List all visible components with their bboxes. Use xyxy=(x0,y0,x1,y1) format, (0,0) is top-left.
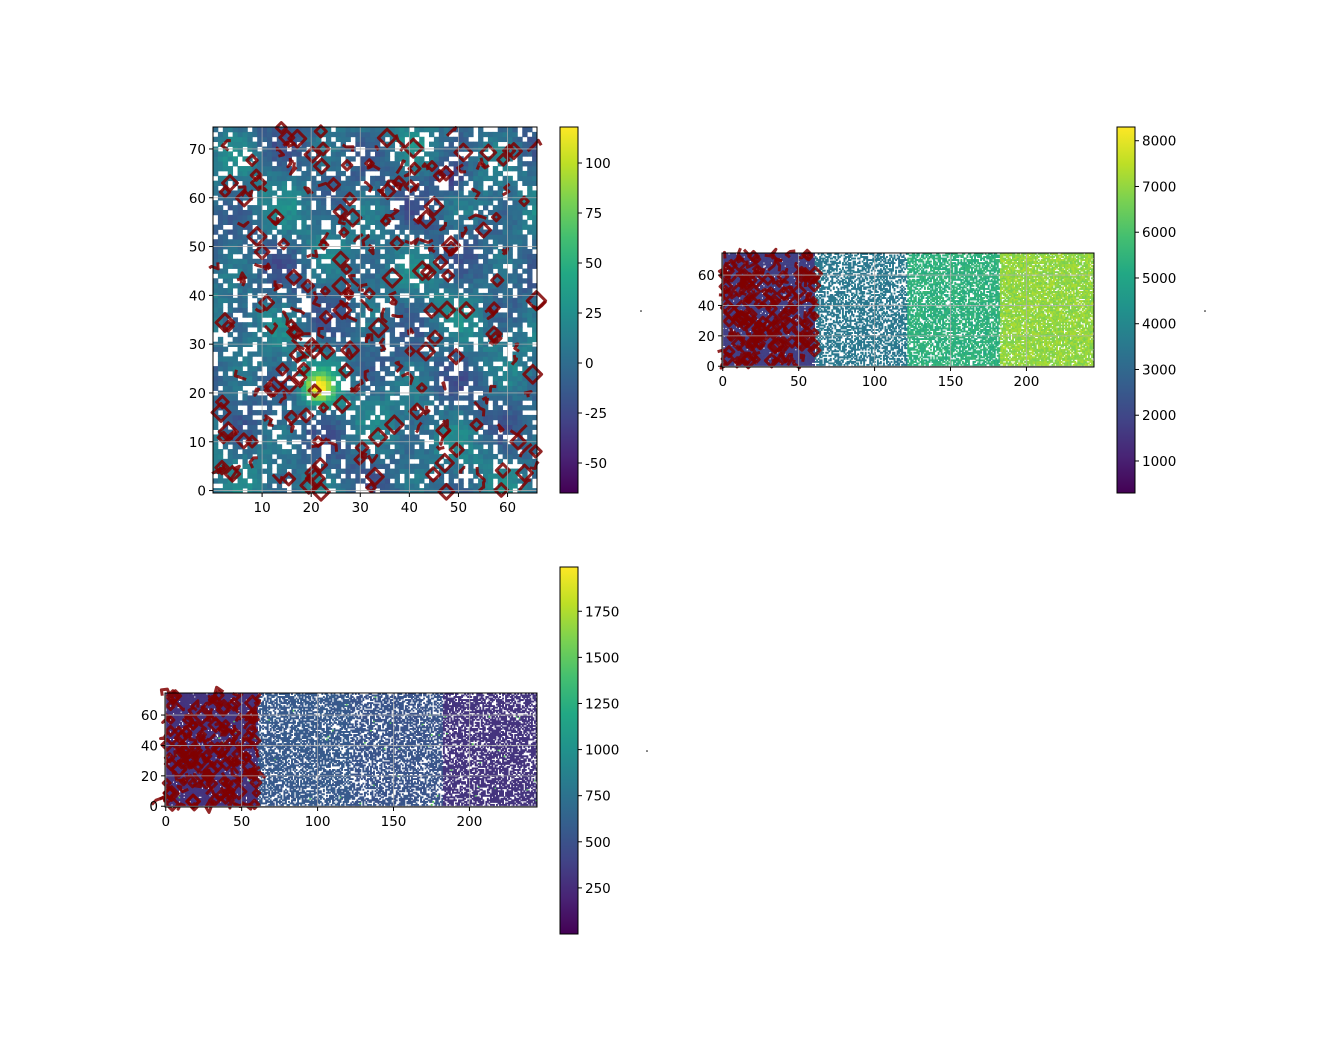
y-tick-label: 50 xyxy=(189,240,206,256)
y-tick-label: 40 xyxy=(698,298,715,314)
x-tick-label: 150 xyxy=(381,814,407,830)
colorbar-tick-label: 250 xyxy=(585,881,611,897)
colorbar-tick-label: -25 xyxy=(585,406,607,422)
y-tick-label: 60 xyxy=(698,268,715,284)
x-tick-label: 50 xyxy=(790,374,807,390)
x-tick-label: 50 xyxy=(233,814,250,830)
x-tick-label: 30 xyxy=(352,500,369,516)
x-tick-label: 40 xyxy=(401,500,418,516)
colorbar-tick-label: 750 xyxy=(585,789,611,805)
colorbar-tick-label: 1000 xyxy=(1142,454,1176,470)
colorbar-tick-label: 3000 xyxy=(1142,362,1176,378)
x-tick-label: 100 xyxy=(305,814,331,830)
x-tick-label: 150 xyxy=(938,374,964,390)
x-tick-label: 10 xyxy=(253,500,270,516)
stray-point-2 xyxy=(1204,310,1206,312)
y-tick-label: 40 xyxy=(189,288,206,304)
colorbar-tick-label: 1750 xyxy=(585,604,619,620)
colorbar-tick-label: 75 xyxy=(585,206,602,222)
y-tick-label: 30 xyxy=(189,337,206,353)
colorbar-tick-label: 8000 xyxy=(1142,134,1176,150)
x-tick-label: 50 xyxy=(450,500,467,516)
colorbar-tick-label: 500 xyxy=(585,835,611,851)
x-tick-label: 0 xyxy=(718,374,727,390)
y-tick-label: 70 xyxy=(189,142,206,158)
colorbar-tick-label: 25 xyxy=(585,306,602,322)
y-tick-label: 10 xyxy=(189,435,206,451)
x-tick-label: 0 xyxy=(161,814,170,830)
stray-point-3 xyxy=(646,750,648,752)
y-tick-label: 20 xyxy=(141,769,158,785)
y-tick-label: 0 xyxy=(149,799,158,815)
colorbar xyxy=(560,127,578,493)
colorbar-tick-label: 50 xyxy=(585,256,602,272)
y-tick-label: 0 xyxy=(706,359,715,375)
y-tick-label: 60 xyxy=(189,191,206,207)
colorbar xyxy=(560,567,578,934)
colorbar-tick-label: 2000 xyxy=(1142,408,1176,424)
y-tick-label: 20 xyxy=(189,386,206,402)
y-tick-label: 0 xyxy=(197,484,206,500)
x-tick-label: 60 xyxy=(499,500,516,516)
stray-point-1 xyxy=(640,310,642,312)
colorbar-tick-label: 1500 xyxy=(585,650,619,666)
y-tick-label: 40 xyxy=(141,738,158,754)
x-tick-label: 200 xyxy=(1014,374,1040,390)
y-tick-label: 20 xyxy=(698,329,715,345)
colorbar-tick-label: 7000 xyxy=(1142,179,1176,195)
x-tick-label: 100 xyxy=(862,374,888,390)
colorbar-tick-label: 5000 xyxy=(1142,271,1176,287)
x-tick-label: 200 xyxy=(457,814,483,830)
colorbar-tick-label: -50 xyxy=(585,456,607,472)
colorbar-tick-label: 6000 xyxy=(1142,225,1176,241)
colorbar-tick-label: 1000 xyxy=(585,743,619,759)
colorbar xyxy=(1117,127,1135,493)
colorbar-tick-label: 1250 xyxy=(585,696,619,712)
x-tick-label: 20 xyxy=(303,500,320,516)
y-tick-label: 60 xyxy=(141,708,158,724)
colorbar-tick-label: 100 xyxy=(585,156,611,172)
colorbar-tick-label: 4000 xyxy=(1142,317,1176,333)
colorbar-tick-label: 0 xyxy=(585,356,594,372)
